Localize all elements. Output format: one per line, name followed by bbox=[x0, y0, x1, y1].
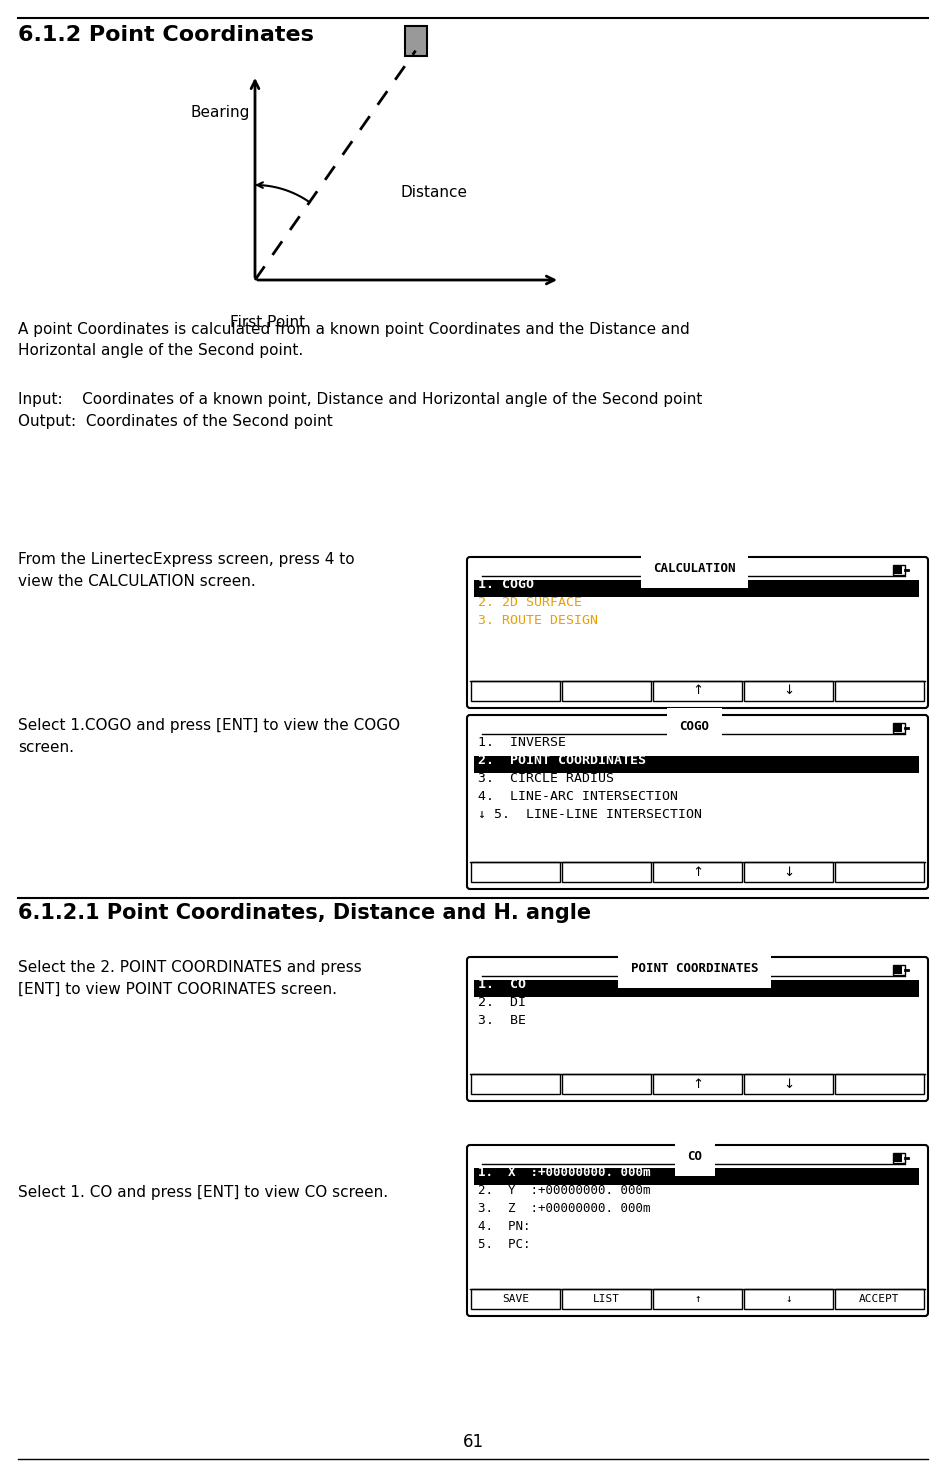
Bar bbox=[835, 1289, 924, 1309]
Text: CO: CO bbox=[687, 1151, 702, 1162]
Bar bbox=[835, 1074, 924, 1094]
Text: ↓: ↓ bbox=[783, 684, 794, 697]
Bar bbox=[653, 863, 742, 882]
Bar bbox=[653, 681, 742, 702]
FancyBboxPatch shape bbox=[467, 715, 928, 889]
Text: CALCULATION: CALCULATION bbox=[654, 563, 736, 575]
Bar bbox=[562, 681, 651, 702]
Bar bbox=[744, 1074, 833, 1094]
Text: ↓: ↓ bbox=[783, 1078, 794, 1090]
Bar bbox=[474, 981, 919, 997]
Bar bbox=[562, 1289, 651, 1309]
Bar bbox=[894, 724, 902, 733]
Bar bbox=[653, 1074, 742, 1094]
Text: 3.  BE: 3. BE bbox=[478, 1015, 526, 1028]
Bar bbox=[471, 863, 560, 882]
Bar bbox=[744, 681, 833, 702]
Text: 1.  X  :+00000000. 000m: 1. X :+00000000. 000m bbox=[478, 1167, 651, 1180]
Text: 3.  CIRCLE RADIUS: 3. CIRCLE RADIUS bbox=[478, 772, 614, 786]
Text: 2.  Y  :+00000000. 000m: 2. Y :+00000000. 000m bbox=[478, 1185, 651, 1198]
Bar bbox=[744, 863, 833, 882]
Bar bbox=[893, 566, 905, 575]
Text: ↑: ↑ bbox=[692, 1078, 703, 1090]
Bar bbox=[894, 1154, 902, 1162]
Text: SAVE: SAVE bbox=[502, 1294, 529, 1304]
FancyBboxPatch shape bbox=[467, 557, 928, 707]
Text: Bearing: Bearing bbox=[190, 105, 250, 120]
Text: ↑: ↑ bbox=[694, 1294, 701, 1304]
Bar bbox=[893, 724, 905, 733]
FancyBboxPatch shape bbox=[467, 957, 928, 1100]
Text: Distance: Distance bbox=[400, 185, 467, 199]
Text: A point Coordinates is calculated from a known point Coordinates and the Distanc: A point Coordinates is calculated from a… bbox=[18, 322, 690, 357]
Text: 2. 2D SURFACE: 2. 2D SURFACE bbox=[478, 597, 582, 610]
Text: 4.  PN:: 4. PN: bbox=[478, 1220, 531, 1233]
Bar bbox=[474, 580, 919, 597]
Bar bbox=[894, 566, 902, 575]
Text: 1.  CO: 1. CO bbox=[478, 978, 526, 991]
Bar bbox=[835, 863, 924, 882]
Text: COGO: COGO bbox=[679, 719, 710, 733]
Bar bbox=[471, 1289, 560, 1309]
Bar bbox=[471, 1074, 560, 1094]
Text: Select 1. CO and press [ENT] to view CO screen.: Select 1. CO and press [ENT] to view CO … bbox=[18, 1185, 388, 1199]
Bar bbox=[405, 25, 427, 56]
Text: ACCEPT: ACCEPT bbox=[859, 1294, 900, 1304]
Bar bbox=[562, 1074, 651, 1094]
Text: 1. COGO: 1. COGO bbox=[478, 579, 534, 591]
Bar bbox=[835, 681, 924, 702]
Bar bbox=[894, 966, 902, 973]
Text: 61: 61 bbox=[463, 1433, 483, 1450]
Text: 2.  POINT COORDINATES: 2. POINT COORDINATES bbox=[478, 755, 646, 768]
Bar bbox=[474, 1168, 919, 1185]
Text: 1.  INVERSE: 1. INVERSE bbox=[478, 737, 566, 749]
Text: From the LinertecExpress screen, press 4 to
view the CALCULATION screen.: From the LinertecExpress screen, press 4… bbox=[18, 552, 355, 589]
Text: LIST: LIST bbox=[593, 1294, 620, 1304]
Text: Output:  Coordinates of the Second point: Output: Coordinates of the Second point bbox=[18, 414, 333, 428]
Text: 2.  DI: 2. DI bbox=[478, 997, 526, 1009]
Text: ↑: ↑ bbox=[692, 866, 703, 879]
FancyBboxPatch shape bbox=[467, 1145, 928, 1316]
Bar bbox=[471, 681, 560, 702]
Bar bbox=[653, 1289, 742, 1309]
Text: ↓: ↓ bbox=[785, 1294, 792, 1304]
Text: 6.1.2 Point Coordinates: 6.1.2 Point Coordinates bbox=[18, 25, 314, 44]
Text: Input:    Coordinates of a known point, Distance and Horizontal angle of the Sec: Input: Coordinates of a known point, Dis… bbox=[18, 391, 702, 408]
Text: 4.  LINE-ARC INTERSECTION: 4. LINE-ARC INTERSECTION bbox=[478, 790, 678, 803]
Text: Select the 2. POINT COORDINATES and press
[ENT] to view POINT COORINATES screen.: Select the 2. POINT COORDINATES and pres… bbox=[18, 960, 361, 997]
Text: 3.  Z  :+00000000. 000m: 3. Z :+00000000. 000m bbox=[478, 1202, 651, 1216]
Text: Select 1.COGO and press [ENT] to view the COGO
screen.: Select 1.COGO and press [ENT] to view th… bbox=[18, 718, 400, 755]
Bar bbox=[893, 1154, 905, 1162]
Text: 5.  PC:: 5. PC: bbox=[478, 1239, 531, 1251]
Bar bbox=[893, 964, 905, 975]
Text: 6.1.2.1 Point Coordinates, Distance and H. angle: 6.1.2.1 Point Coordinates, Distance and … bbox=[18, 902, 591, 923]
Text: 3. ROUTE DESIGN: 3. ROUTE DESIGN bbox=[478, 614, 598, 628]
Text: POINT COORDINATES: POINT COORDINATES bbox=[631, 962, 759, 975]
Bar bbox=[474, 756, 919, 772]
Bar bbox=[744, 1289, 833, 1309]
Text: First Point: First Point bbox=[230, 315, 306, 329]
Text: ↓ 5.  LINE-LINE INTERSECTION: ↓ 5. LINE-LINE INTERSECTION bbox=[478, 808, 702, 821]
Bar bbox=[562, 863, 651, 882]
Text: ↑: ↑ bbox=[692, 684, 703, 697]
Text: ↓: ↓ bbox=[783, 866, 794, 879]
